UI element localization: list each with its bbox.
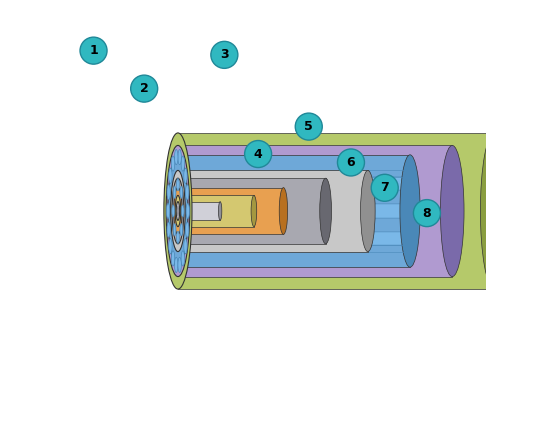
Circle shape: [295, 113, 322, 140]
Text: 4: 4: [254, 148, 262, 160]
Text: 6: 6: [346, 156, 355, 169]
Ellipse shape: [480, 133, 509, 289]
Ellipse shape: [185, 222, 189, 237]
Circle shape: [338, 149, 365, 176]
Ellipse shape: [184, 238, 187, 254]
Ellipse shape: [172, 205, 174, 217]
Polygon shape: [178, 146, 452, 276]
Circle shape: [245, 141, 272, 168]
Circle shape: [80, 37, 107, 64]
Polygon shape: [178, 133, 494, 289]
Ellipse shape: [168, 155, 188, 267]
Polygon shape: [178, 204, 410, 218]
Polygon shape: [178, 202, 220, 220]
Ellipse shape: [218, 202, 222, 220]
Ellipse shape: [175, 195, 181, 227]
Ellipse shape: [171, 156, 175, 171]
Ellipse shape: [169, 168, 172, 184]
Polygon shape: [178, 187, 283, 235]
Circle shape: [371, 174, 398, 201]
Ellipse shape: [177, 179, 179, 191]
Text: 2: 2: [140, 82, 148, 95]
Ellipse shape: [178, 257, 182, 273]
Ellipse shape: [174, 187, 182, 235]
Ellipse shape: [186, 203, 190, 219]
Polygon shape: [178, 177, 410, 190]
Ellipse shape: [177, 231, 179, 243]
Ellipse shape: [170, 170, 185, 252]
Ellipse shape: [184, 168, 187, 184]
Ellipse shape: [400, 155, 420, 267]
Ellipse shape: [169, 238, 172, 254]
Ellipse shape: [180, 224, 183, 236]
Polygon shape: [178, 155, 410, 267]
Ellipse shape: [180, 186, 183, 198]
Text: 5: 5: [304, 120, 313, 133]
Text: 3: 3: [220, 49, 229, 61]
Polygon shape: [178, 204, 410, 218]
Text: 1: 1: [89, 44, 98, 57]
Ellipse shape: [172, 178, 184, 244]
Ellipse shape: [173, 186, 176, 198]
Ellipse shape: [178, 149, 182, 165]
Ellipse shape: [185, 185, 189, 200]
Ellipse shape: [166, 146, 190, 276]
Text: 8: 8: [422, 207, 431, 219]
Ellipse shape: [174, 257, 178, 273]
Polygon shape: [178, 177, 410, 190]
Ellipse shape: [171, 251, 175, 266]
Ellipse shape: [174, 149, 178, 165]
Polygon shape: [178, 170, 368, 252]
Polygon shape: [178, 232, 410, 245]
Text: 7: 7: [381, 181, 389, 194]
Polygon shape: [178, 232, 410, 245]
Polygon shape: [178, 178, 326, 244]
Circle shape: [131, 75, 158, 102]
Ellipse shape: [164, 133, 192, 289]
Ellipse shape: [251, 195, 257, 227]
Circle shape: [211, 41, 238, 68]
Ellipse shape: [361, 170, 375, 252]
Ellipse shape: [182, 205, 184, 217]
Ellipse shape: [167, 185, 170, 200]
Ellipse shape: [181, 156, 185, 171]
Ellipse shape: [279, 187, 288, 235]
Circle shape: [414, 200, 441, 227]
Ellipse shape: [320, 178, 332, 244]
Ellipse shape: [173, 224, 176, 236]
Ellipse shape: [181, 251, 185, 266]
Polygon shape: [178, 195, 254, 227]
Ellipse shape: [441, 146, 464, 276]
Ellipse shape: [167, 203, 170, 219]
Ellipse shape: [176, 202, 180, 220]
Ellipse shape: [167, 222, 170, 237]
